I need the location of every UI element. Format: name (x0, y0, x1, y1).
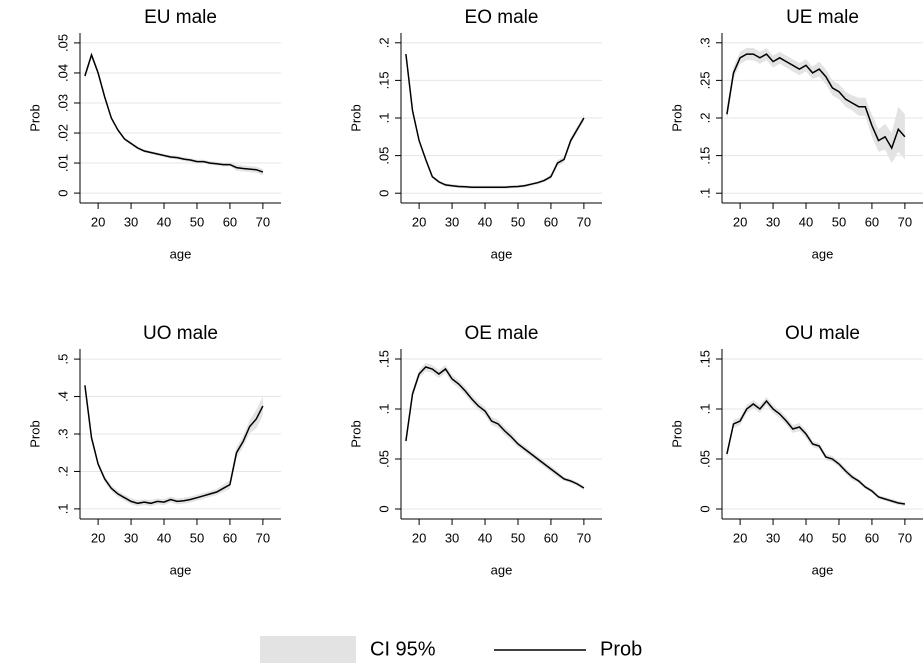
x-tick-label: 30 (445, 214, 459, 229)
x-tick-label: 70 (256, 214, 270, 229)
x-tick-label: 70 (898, 530, 912, 545)
x-tick-label: 20 (412, 530, 426, 545)
x-axis-label: age (812, 246, 834, 261)
legend-label: CI 95% (370, 638, 436, 660)
x-tick-label: 30 (124, 214, 138, 229)
y-tick-label: .2 (376, 37, 391, 48)
ci-band (405, 363, 584, 490)
ci-band (726, 397, 905, 506)
x-tick-label: 40 (157, 214, 171, 229)
y-axis-label: Prob (348, 420, 363, 447)
y-tick-label: 0 (376, 505, 391, 512)
prob-line (726, 399, 906, 505)
y-tick-label: .2 (55, 466, 70, 477)
y-tick-label: 0 (697, 505, 712, 512)
x-tick-label: 20 (412, 214, 426, 229)
panel-title: UO male (143, 323, 218, 344)
ci-band (405, 51, 584, 189)
y-tick-label: .05 (55, 34, 70, 52)
prob-line (405, 54, 585, 188)
ci-band (726, 48, 905, 164)
prob-line (726, 53, 906, 150)
panel-title: OE male (465, 323, 539, 344)
y-tick-label: .1 (697, 188, 712, 199)
panel-title: EO male (465, 7, 539, 28)
y-tick-label: .25 (697, 71, 712, 89)
x-tick-label: 60 (865, 214, 879, 229)
y-tick-label: .05 (376, 450, 391, 468)
x-tick-label: 50 (832, 214, 846, 229)
x-tick-label: 20 (733, 530, 747, 545)
y-axis-label: Prob (669, 420, 684, 447)
y-axis-label: Prob (27, 104, 42, 131)
x-tick-label: 70 (256, 530, 270, 545)
y-tick-label: .3 (697, 37, 712, 48)
x-tick-label: 30 (766, 530, 780, 545)
y-tick-label: .15 (697, 147, 712, 165)
x-tick-label: 70 (577, 530, 591, 545)
legend-swatch (260, 636, 356, 663)
x-tick-label: 70 (577, 214, 591, 229)
prob-line (405, 366, 585, 489)
x-tick-label: 40 (478, 214, 492, 229)
x-axis-label: age (812, 562, 834, 577)
x-tick-label: 40 (478, 530, 492, 545)
y-axis-label: Prob (669, 104, 684, 131)
x-tick-label: 60 (544, 214, 558, 229)
x-tick-label: 40 (157, 530, 171, 545)
y-tick-label: .1 (376, 404, 391, 415)
prob-line (84, 52, 264, 173)
x-tick-label: 40 (799, 214, 813, 229)
panel-title: EU male (144, 7, 217, 28)
x-tick-label: 50 (511, 214, 525, 229)
panel-title: UE male (786, 7, 859, 28)
y-tick-label: .03 (55, 94, 70, 112)
y-tick-label: .05 (376, 147, 391, 165)
y-tick-label: .15 (376, 350, 391, 368)
x-axis-label: age (170, 562, 192, 577)
y-tick-label: 0 (376, 190, 391, 197)
y-tick-label: .2 (697, 113, 712, 124)
y-tick-label: 0 (55, 189, 70, 196)
x-tick-label: 60 (223, 214, 237, 229)
y-tick-label: .1 (697, 404, 712, 415)
panel-title: OU male (785, 323, 860, 344)
x-tick-label: 20 (91, 214, 105, 229)
x-tick-label: 50 (511, 530, 525, 545)
x-tick-label: 50 (832, 530, 846, 545)
x-axis-label: age (491, 246, 513, 261)
x-tick-label: 60 (223, 530, 237, 545)
y-tick-label: .1 (376, 113, 391, 124)
x-tick-label: 60 (865, 530, 879, 545)
y-tick-label: .05 (697, 450, 712, 468)
legend-label: Prob (600, 638, 642, 660)
x-tick-label: 40 (799, 530, 813, 545)
y-tick-label: .15 (697, 350, 712, 368)
x-tick-label: 30 (124, 530, 138, 545)
x-tick-label: 50 (190, 530, 204, 545)
x-axis-label: age (491, 562, 513, 577)
y-tick-label: .3 (55, 429, 70, 440)
y-tick-label: .15 (376, 71, 391, 89)
x-tick-label: 20 (733, 214, 747, 229)
y-axis-label: Prob (27, 420, 42, 447)
y-tick-label: .5 (55, 354, 70, 365)
y-tick-label: .04 (55, 64, 70, 82)
x-tick-label: 70 (898, 214, 912, 229)
x-axis-label: age (170, 246, 192, 261)
y-tick-label: .02 (55, 124, 70, 142)
y-tick-label: .4 (55, 391, 70, 402)
x-tick-label: 20 (91, 530, 105, 545)
y-tick-label: .1 (55, 503, 70, 514)
prob-line (84, 385, 264, 505)
x-tick-label: 50 (190, 214, 204, 229)
y-tick-label: .01 (55, 154, 70, 172)
x-tick-label: 30 (766, 214, 780, 229)
x-tick-label: 30 (445, 530, 459, 545)
x-tick-label: 60 (544, 530, 558, 545)
y-axis-label: Prob (348, 104, 363, 131)
